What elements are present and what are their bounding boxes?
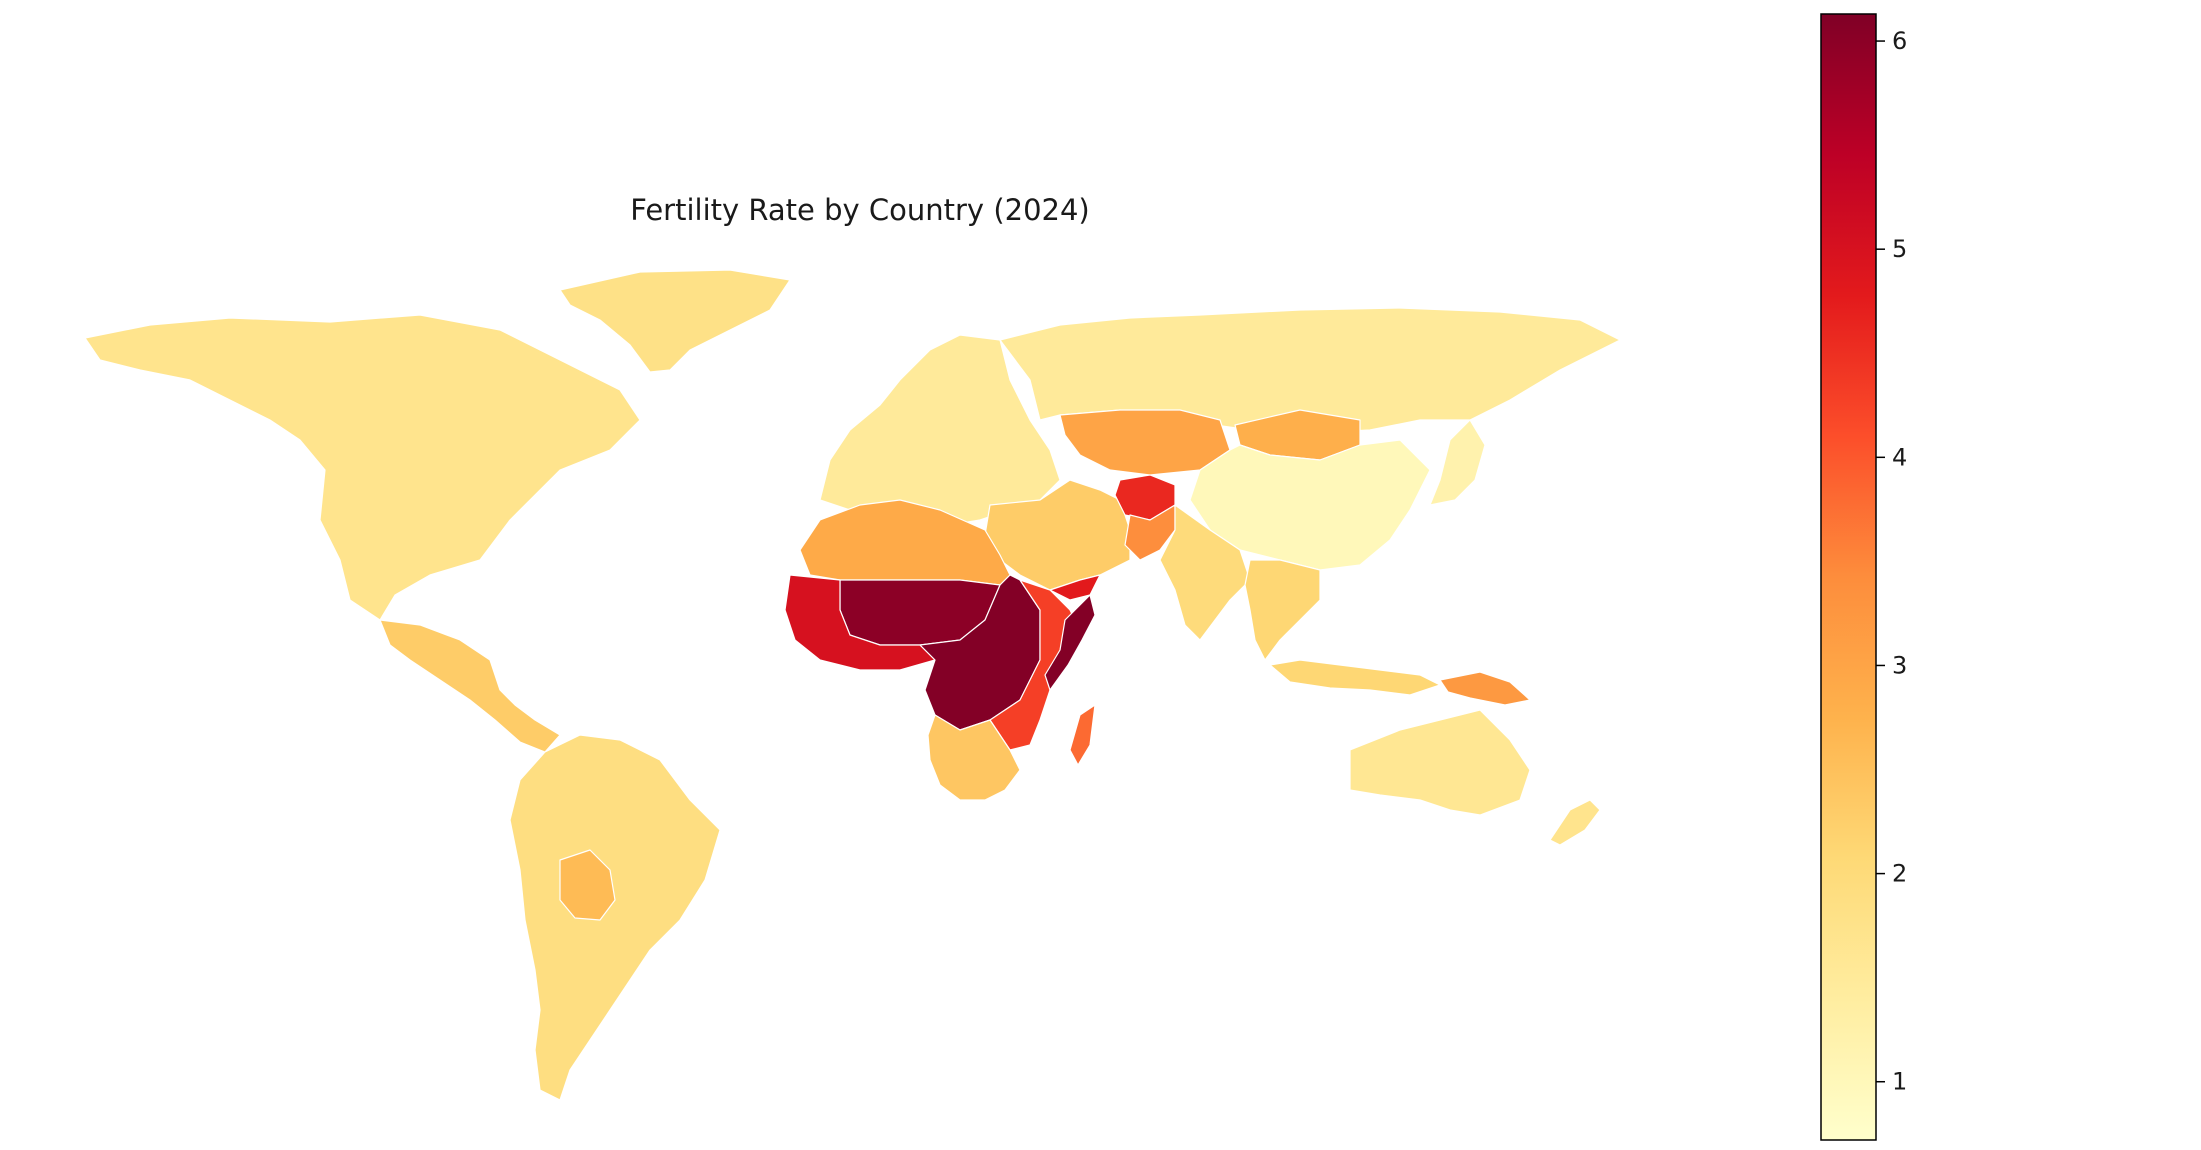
colorbar-tick-label: 3 xyxy=(1892,651,1907,679)
world-map xyxy=(84,269,1621,1101)
colorbar: 1 2 3 4 5 6 xyxy=(1820,13,1907,1141)
region-southern-africa xyxy=(927,714,1021,801)
region-india xyxy=(1159,504,1251,641)
region-new-zealand xyxy=(1549,799,1601,846)
colorbar-tick-label: 2 xyxy=(1892,860,1907,888)
region-north-america xyxy=(84,314,641,621)
colorbar-tick-label: 5 xyxy=(1892,235,1907,263)
region-kazakhstan xyxy=(1059,409,1231,476)
region-pakistan xyxy=(1124,504,1176,561)
region-yemen xyxy=(1049,574,1101,601)
region-south-america xyxy=(509,734,721,1101)
region-papua-new-guinea xyxy=(1439,671,1531,706)
region-somalia xyxy=(1044,594,1096,691)
region-central-america xyxy=(379,619,561,753)
map-title: Fertility Rate by Country (2024) xyxy=(630,193,1090,227)
region-greenland xyxy=(559,269,791,373)
colorbar-tick-label: 4 xyxy=(1892,443,1907,471)
colorbar-ticks: 1 2 3 4 5 6 xyxy=(1876,27,1907,1096)
colorbar-tick-label: 6 xyxy=(1892,27,1907,55)
region-bolivia xyxy=(559,849,616,921)
region-indonesia xyxy=(1269,659,1441,696)
colorbar-tick-label: 1 xyxy=(1892,1068,1907,1096)
region-japan xyxy=(1429,419,1486,506)
region-southeast-asia xyxy=(1244,559,1321,661)
region-australia xyxy=(1349,709,1531,816)
region-madagascar xyxy=(1069,704,1096,766)
colorbar-gradient xyxy=(1820,13,1877,1141)
